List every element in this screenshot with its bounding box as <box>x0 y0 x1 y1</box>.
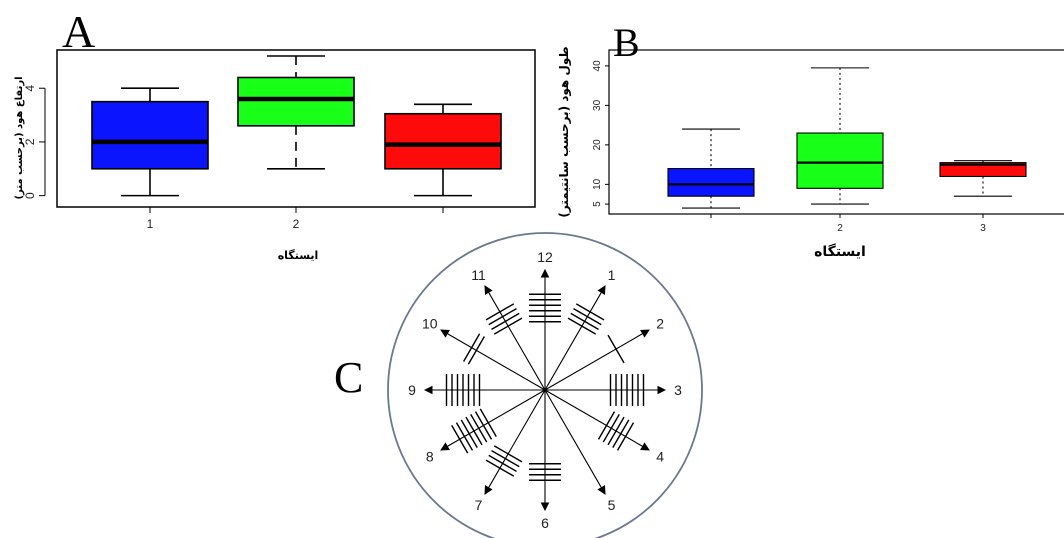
rose-direction-label: 5 <box>608 497 616 513</box>
box-a-1 <box>91 87 209 197</box>
y-axis-title-b: طول هود (برحسب سانتیمتر) <box>557 46 572 217</box>
rose-direction-label: 1 <box>608 267 616 283</box>
rose-direction-label: 2 <box>656 316 664 332</box>
box-iqr <box>384 112 502 170</box>
rose-direction-label: 4 <box>656 449 664 465</box>
y-tick-label-b: 20 <box>592 139 603 151</box>
box-a-2 <box>237 55 355 170</box>
x-axis-title-b: ایستگاه <box>814 243 866 260</box>
box-iqr <box>796 132 884 189</box>
rose-direction-label: 9 <box>408 382 416 398</box>
rose-arrow <box>544 389 606 495</box>
rose-arrow <box>544 285 606 391</box>
rose-direction-label: 8 <box>426 449 434 465</box>
rose-tally-mark <box>460 419 478 448</box>
x-tick-label-b: 3 <box>980 223 986 234</box>
rose-tally-mark <box>470 414 488 443</box>
box-iqr <box>667 168 755 197</box>
rose-tally-mark <box>567 317 597 335</box>
rose-tally-mark <box>462 333 481 362</box>
rose-ray-2: 2 <box>544 316 664 391</box>
y-tick-label-b: 40 <box>592 60 603 72</box>
y-tick-label-a: 2 <box>23 138 37 145</box>
rose-tally-mark <box>467 336 485 365</box>
rose-tally-mark <box>602 414 620 443</box>
rose-direction-label: 7 <box>475 497 483 513</box>
rose-tally-mark <box>465 416 483 446</box>
rose-tally-mark <box>612 419 630 448</box>
boxplot-b: 5 10 20 30 40 2 3 ایستگاه طول هود (برحسب سانت… <box>557 46 1064 260</box>
box-iqr <box>939 162 1027 178</box>
rose-direction-label: 6 <box>541 515 549 531</box>
rose-arrow <box>440 389 546 451</box>
rose-ray-11: 11 <box>471 267 546 391</box>
rose-tally-mark <box>570 312 599 330</box>
box-iqr <box>237 76 355 127</box>
rose-ray-8: 8 <box>426 389 546 465</box>
y-tick-label-a: 4 <box>23 85 37 92</box>
boxplot-a: 0 2 4 1 2 ایستگاه ارتفاع هود (برحسب متر) <box>14 49 536 262</box>
rose-tally-mark <box>474 411 493 440</box>
x-tick-label-a: 1 <box>147 217 154 231</box>
rose-tally-mark <box>485 303 515 321</box>
y-tick-label-b: 30 <box>592 99 603 111</box>
box-a-3 <box>384 103 502 197</box>
rose-tally-mark <box>493 317 523 335</box>
y-tick-label-a: 0 <box>23 192 37 199</box>
rose-ray-5: 5 <box>544 389 616 513</box>
rose-tally-mark <box>455 422 474 451</box>
rose-tally-mark <box>607 416 625 446</box>
y-tick-label-b: 10 <box>592 178 603 190</box>
rose-ray-7: 7 <box>475 389 546 513</box>
rose-direction-label: 12 <box>537 249 553 265</box>
y-axis-title-a: ارتفاع هود (برحسب متر) <box>14 76 25 199</box>
rose-tally-mark <box>491 450 520 468</box>
rose-direction-label: 11 <box>471 267 486 283</box>
rose-ray-1: 1 <box>544 267 616 391</box>
rose-arrow <box>544 329 650 391</box>
rose-direction-label: 10 <box>422 316 438 332</box>
box-iqr <box>91 100 209 170</box>
rose-tally-mark <box>616 422 635 451</box>
panel-letter-b: B <box>613 20 640 65</box>
rose-tally-mark <box>451 425 469 454</box>
y-tick-label-b: 5 <box>592 201 603 207</box>
rose-tally-mark <box>607 334 625 364</box>
rose-ray-9: 9 <box>408 374 545 406</box>
rose-ray-12: 12 <box>529 249 561 390</box>
panel-letter-c: C <box>334 353 363 402</box>
rose-tally-mark <box>491 312 520 330</box>
rose-arrow <box>484 389 546 495</box>
rose-ray-3: 3 <box>545 374 682 406</box>
rose-tally-mark <box>485 459 515 477</box>
x-axis-title-a: ایستگاه <box>278 249 319 262</box>
rose-tally-mark <box>493 445 523 463</box>
box-b-3 <box>939 160 1027 197</box>
rose-tally-mark <box>597 411 616 440</box>
x-tick-label-a: 2 <box>293 217 300 231</box>
rose-tally-mark <box>488 454 517 473</box>
box-b-1 <box>667 128 755 209</box>
panel-letter-a: A <box>62 6 95 57</box>
rose-arrow <box>544 389 650 451</box>
rose-ray-4: 4 <box>544 389 664 465</box>
rose-arrow <box>440 329 546 391</box>
rose-ray-6: 6 <box>529 390 561 531</box>
box-b-2 <box>796 67 884 205</box>
rose-tally-mark <box>573 307 602 326</box>
rose-ray-10: 10 <box>422 316 546 391</box>
rose-tally-mark <box>488 307 517 326</box>
rose-tally-mark <box>479 408 497 437</box>
x-tick-label-b: 2 <box>837 223 843 234</box>
rose-arrow <box>484 285 546 391</box>
rose-direction-label: 3 <box>674 382 682 398</box>
rose-tally-mark <box>575 303 605 321</box>
